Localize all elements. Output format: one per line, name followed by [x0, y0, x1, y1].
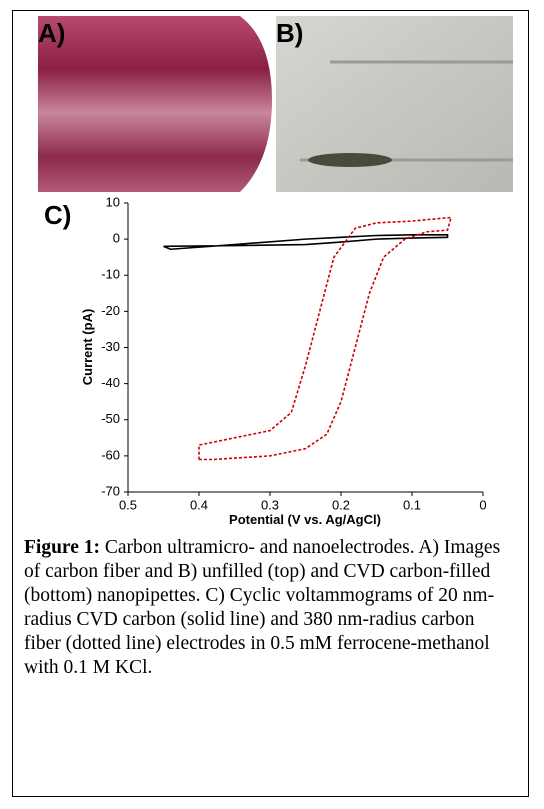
caption-label: Figure 1:	[24, 537, 101, 558]
y-tick-label: -70	[101, 483, 120, 498]
y-tick-label: -60	[101, 447, 120, 462]
x-tick-label: 0.2	[332, 497, 350, 512]
x-tick-label: 0	[479, 497, 486, 512]
x-tick-label: 0.5	[119, 497, 137, 512]
panel-label: B)	[276, 18, 303, 48]
figure: A) B) C) Potential (V vs. Ag/AgCl) Curre…	[38, 16, 513, 527]
y-tick-label: -40	[101, 375, 120, 390]
series-line	[198, 216, 453, 461]
x-tick-label: 0.4	[190, 497, 208, 512]
caption-text: Carbon ultramicro- and nanoelectrodes. A…	[24, 537, 501, 678]
panel-label: A)	[38, 18, 65, 48]
x-tick-label: 0.1	[403, 497, 421, 512]
pipette-fill	[308, 153, 392, 167]
x-axis-title: Potential (V vs. Ag/AgCl)	[229, 512, 381, 527]
y-axis-title: Current (pA)	[80, 309, 95, 386]
panel-label: C)	[44, 200, 71, 230]
y-tick-label: 10	[106, 194, 120, 209]
y-tick-label: -20	[101, 303, 120, 318]
figure-frame	[12, 10, 529, 797]
photo-a-edge	[240, 16, 272, 192]
series-line	[163, 233, 449, 251]
y-tick-label: -30	[101, 339, 120, 354]
y-tick-label: 0	[113, 231, 120, 246]
y-tick-label: -50	[101, 411, 120, 426]
photo-a	[38, 16, 272, 192]
caption: Figure 1: Carbon ultramicro- and nanoele…	[24, 536, 516, 680]
photo-b	[276, 16, 513, 192]
y-tick-label: -10	[101, 267, 120, 282]
x-tick-label: 0.3	[261, 497, 279, 512]
